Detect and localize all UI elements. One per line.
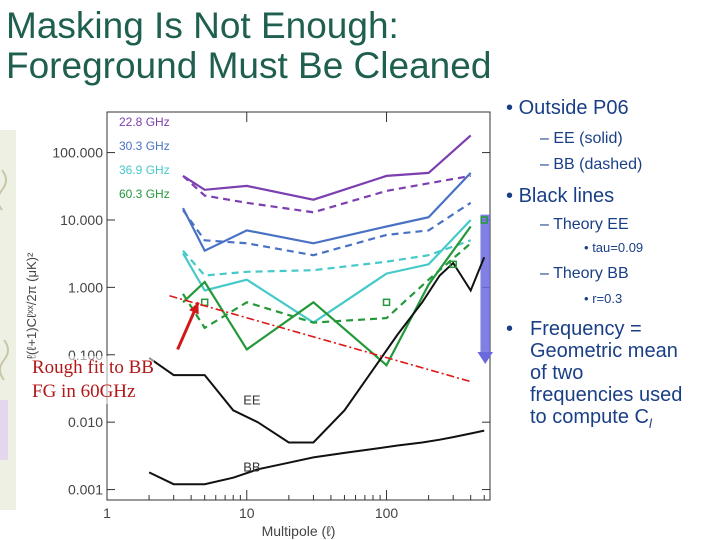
slide-title: Masking Is Not Enough: Foreground Must B… bbox=[6, 6, 491, 86]
theory-label: EE bbox=[243, 392, 261, 407]
series-line-303-bb bbox=[182, 201, 472, 257]
sub-bullet-ee: – EE (solid) bbox=[540, 130, 623, 147]
x-tick-label: 1 bbox=[103, 505, 111, 521]
sub-bullet-theory-ee: – Theory EE bbox=[540, 216, 629, 233]
legend-entry: 22.8 GHz bbox=[119, 115, 170, 129]
legend-entry: 30.3 GHz bbox=[119, 139, 170, 153]
y-tick-label: 0.001 bbox=[68, 482, 103, 498]
theory-line-bb bbox=[148, 429, 485, 486]
y-axis-label: ℓ(ℓ+1)Cℓˣˣ/2π (μK)² bbox=[24, 252, 39, 359]
data-marker bbox=[382, 298, 391, 307]
sub-sub-bullet-r: • r=0.3 bbox=[584, 291, 623, 306]
x-tick-label: 10 bbox=[239, 505, 255, 521]
highlight-band bbox=[480, 214, 490, 352]
x-tick-label: 100 bbox=[375, 505, 399, 521]
annotation-arrow-head bbox=[189, 302, 199, 315]
series-line-603-ee bbox=[182, 225, 472, 367]
bullet-text: Outside P06 bbox=[518, 97, 629, 119]
band-arrow bbox=[477, 351, 493, 364]
theory-line-ee bbox=[148, 256, 486, 444]
title-line-1: Masking Is Not Enough: bbox=[6, 5, 399, 46]
data-marker bbox=[480, 216, 488, 224]
y-tick-label: 1.000 bbox=[68, 279, 103, 295]
annotation-line-2: FG in 60GHz bbox=[32, 381, 136, 402]
y-tick-label: 0.010 bbox=[68, 414, 103, 430]
data-marker bbox=[449, 260, 457, 269]
bullet-black-lines: • Black lines bbox=[506, 185, 615, 207]
sub-sub-bullet-tau: • tau=0.09 bbox=[584, 240, 644, 255]
y-tick-label: 10.000 bbox=[60, 212, 103, 228]
series-line-228-bb bbox=[182, 174, 471, 214]
sub-bullet-bb: – BB (dashed) bbox=[540, 156, 643, 173]
series-line-228-ee bbox=[182, 134, 472, 201]
bullet-outside-p06: • Outside P06 bbox=[506, 97, 629, 119]
sub-bullet-theory-bb: – Theory BB bbox=[540, 265, 629, 282]
legend-entry: 36.9 GHz bbox=[119, 163, 170, 177]
series-line-303-ee bbox=[182, 172, 472, 253]
series-line-603-bb bbox=[182, 242, 472, 330]
bullet-frequency: • Frequency = Geometric mean of two freq… bbox=[506, 318, 682, 431]
title-line-2: Foreground Must Be Cleaned bbox=[6, 45, 492, 86]
series-line-369-bb bbox=[182, 239, 472, 277]
fit-annotation: Rough fit to BB FG in 60GHz bbox=[32, 356, 154, 404]
series-line-369-ee bbox=[182, 219, 472, 324]
legend-entry: 60.3 GHz bbox=[119, 187, 170, 201]
decorative-sidebar bbox=[0, 130, 16, 510]
theory-label: BB bbox=[243, 460, 260, 475]
data-layer: EE BB 22.8 GHz 30.3 GHz 36.9 GHz 60.3 GHz bbox=[119, 115, 493, 486]
frequency-text: Frequency = Geometric mean of two freque… bbox=[530, 318, 683, 431]
annotation-line-1: Rough fit to BB bbox=[32, 357, 154, 378]
fit-line bbox=[169, 295, 471, 383]
y-tick-label: 100.000 bbox=[52, 145, 103, 161]
x-axis-label: Multipole (ℓ) bbox=[262, 523, 336, 539]
